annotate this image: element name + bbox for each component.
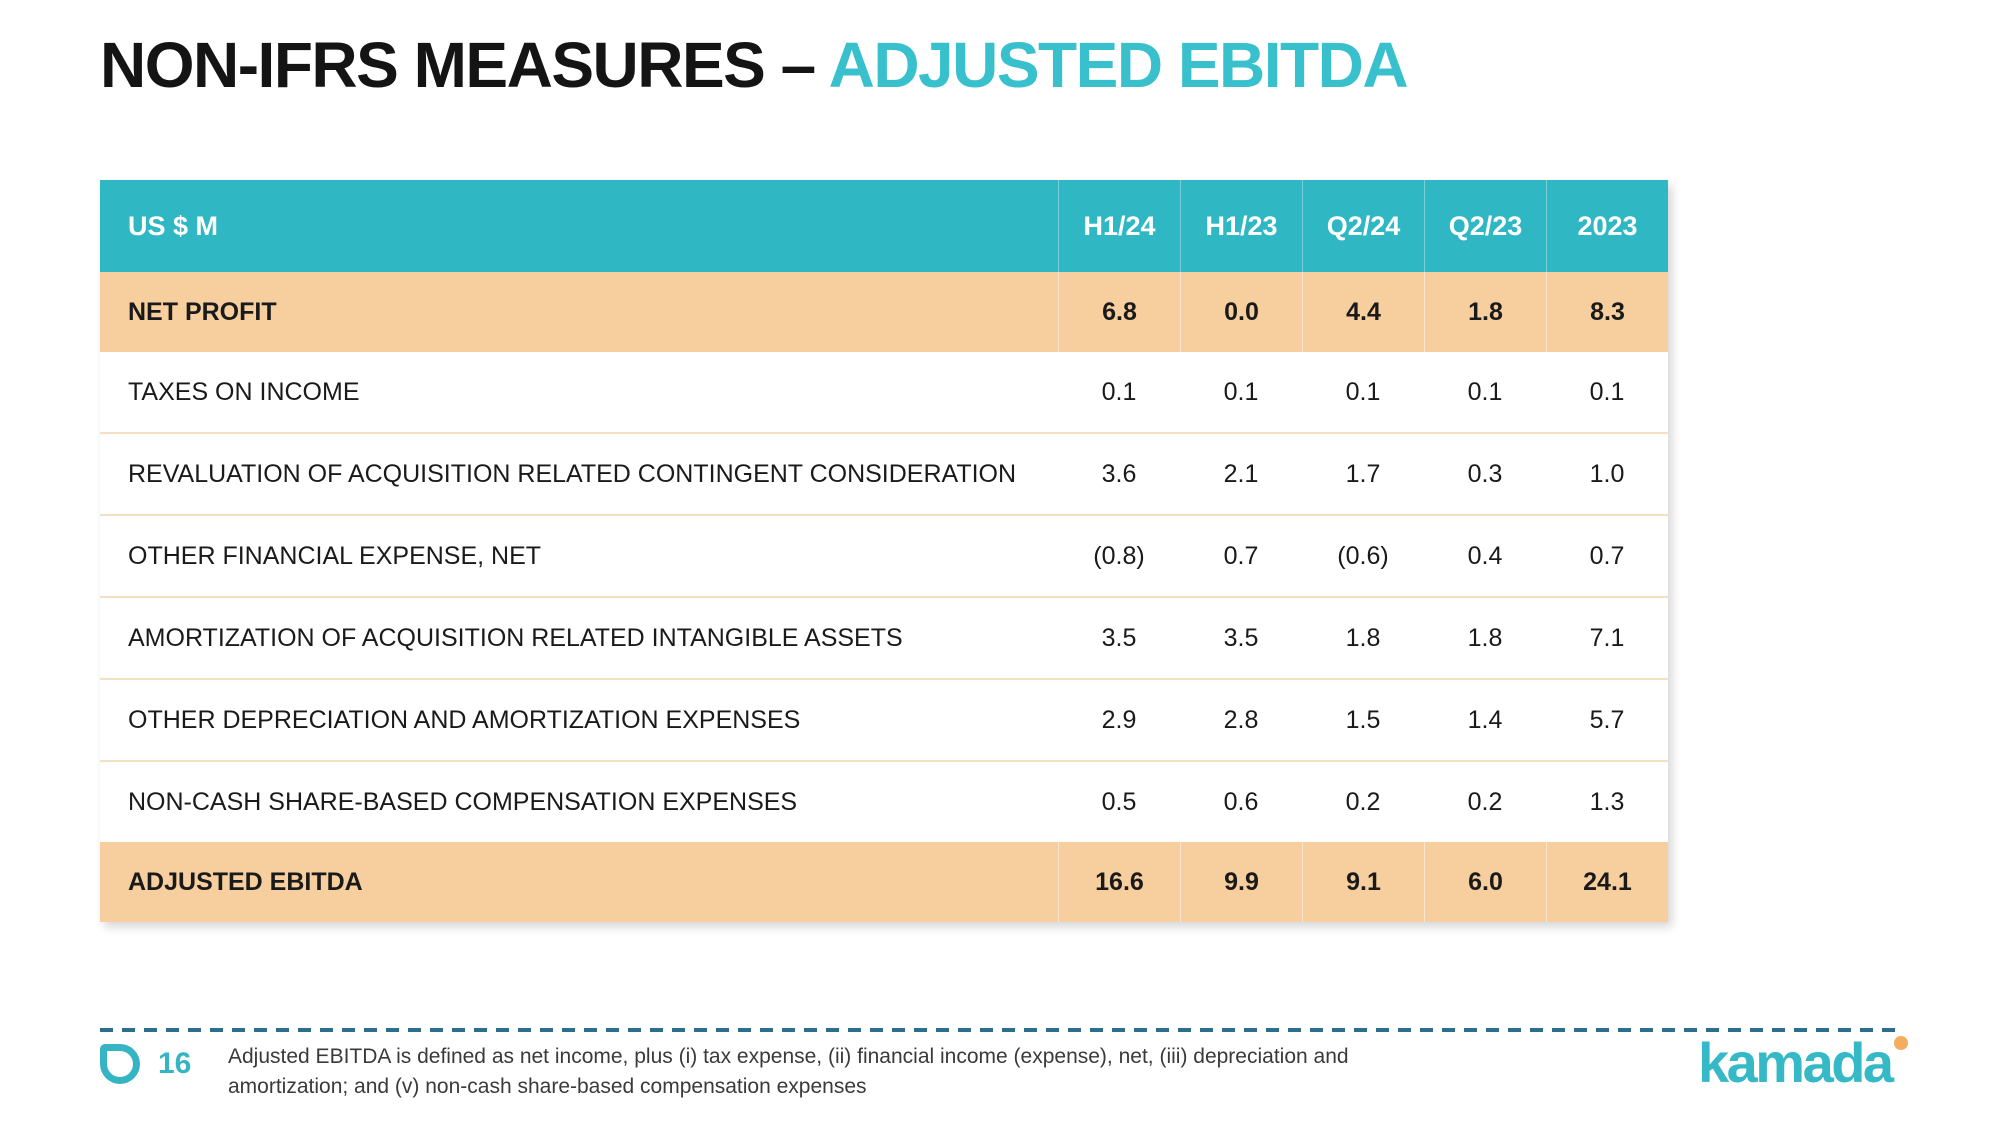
value-cell: 2.9: [1101, 705, 1137, 734]
value-cell: 0.1: [1467, 377, 1503, 406]
row-label: NET PROFIT: [128, 297, 277, 326]
value-cell: 1.4: [1467, 705, 1503, 734]
value-cell: 3.5: [1101, 623, 1137, 652]
table-row: OTHER FINANCIAL EXPENSE, NET (0.8) 0.7 (0.…: [100, 514, 1668, 596]
value-cell: 2.1: [1223, 459, 1259, 488]
value-cell: 3.5: [1223, 623, 1259, 652]
value-cell: 4.4: [1302, 272, 1424, 352]
value-cell: 1.7: [1345, 459, 1381, 488]
footnote-line-1: Adjusted EBITDA is defined as net income…: [228, 1045, 1349, 1068]
value-cell: 0.7: [1223, 541, 1259, 570]
page-marker: 16: [100, 1044, 191, 1084]
footer-divider: [100, 1028, 1900, 1032]
footnote-line-2: amortization; and (v) non-cash share-bas…: [228, 1075, 867, 1098]
page-title: NON-IFRS MEASURES – ADJUSTED EBITDA: [100, 28, 1409, 102]
value-cell: 0.7: [1589, 541, 1625, 570]
row-label: TAXES ON INCOME: [128, 377, 360, 406]
value-cell: 1.3: [1589, 787, 1625, 816]
table-row: NON-CASH SHARE-BASED COMPENSATION EXPENS…: [100, 760, 1668, 842]
value-cell: 8.3: [1546, 272, 1668, 352]
table-row: TAXES ON INCOME 0.1 0.1 0.1 0.1 0.1: [100, 352, 1668, 432]
table-row: AMORTIZATION OF ACQUISITION RELATED INTA…: [100, 596, 1668, 678]
value-cell: 0.4: [1467, 541, 1503, 570]
table-header-row: US $ M H1/24 H1/23 Q2/24 Q2/23 2023: [100, 180, 1668, 272]
value-cell: 6.0: [1424, 842, 1546, 922]
column-header: Q2/24: [1302, 180, 1424, 272]
adjusted-ebitda-table: US $ M H1/24 H1/23 Q2/24 Q2/23 2023 NET PROF…: [100, 180, 1668, 922]
value-cell: 1.8: [1467, 623, 1503, 652]
value-cell: 1.8: [1424, 272, 1546, 352]
value-cell: 24.1: [1546, 842, 1668, 922]
footnote: Adjusted EBITDA is defined as net income…: [228, 1042, 1349, 1102]
value-cell: 0.6: [1223, 787, 1259, 816]
table-row: NET PROFIT 6.8 0.0 4.4 1.8 8.3: [100, 272, 1668, 352]
value-cell: 9.1: [1302, 842, 1424, 922]
value-cell: 6.8: [1058, 272, 1180, 352]
column-header: 2023: [1546, 180, 1668, 272]
row-label: AMORTIZATION OF ACQUISITION RELATED INTA…: [128, 623, 903, 652]
title-highlight: ADJUSTED EBITDA: [828, 29, 1409, 101]
table-row: REVALUATION OF ACQUISITION RELATED CONTI…: [100, 432, 1668, 514]
value-cell: 0.2: [1345, 787, 1381, 816]
row-label: ADJUSTED EBITDA: [128, 867, 363, 896]
value-cell: 7.1: [1589, 623, 1625, 652]
kamada-logo: kamada: [1698, 1030, 1908, 1095]
value-cell: 0.2: [1467, 787, 1503, 816]
value-cell: 0.1: [1345, 377, 1381, 406]
column-header: Q2/23: [1424, 180, 1546, 272]
value-cell: 0.3: [1467, 459, 1503, 488]
value-cell: (0.6): [1337, 541, 1389, 570]
value-cell: 0.5: [1101, 787, 1137, 816]
value-cell: 0.0: [1180, 272, 1302, 352]
value-cell: 1.0: [1589, 459, 1625, 488]
row-label: REVALUATION OF ACQUISITION RELATED CONTI…: [128, 459, 1017, 488]
unit-label: US $ M: [128, 210, 219, 241]
value-cell: 0.1: [1223, 377, 1259, 406]
value-cell: 1.5: [1345, 705, 1381, 734]
page-number: 16: [158, 1047, 192, 1080]
value-cell: 0.1: [1589, 377, 1625, 406]
value-cell: 3.6: [1101, 459, 1137, 488]
orange-dot-icon: [1893, 1036, 1908, 1050]
table-row: OTHER DEPRECIATION AND AMORTIZATION EXPE…: [100, 678, 1668, 760]
table-row: ADJUSTED EBITDA 16.6 9.9 9.1 6.0 24.1: [100, 842, 1668, 922]
kamada-drop-icon: [100, 1044, 140, 1084]
row-label: OTHER FINANCIAL EXPENSE, NET: [128, 541, 542, 570]
value-cell: 5.7: [1589, 705, 1625, 734]
kamada-logo-text: kamada: [1698, 1031, 1894, 1094]
value-cell: 0.1: [1101, 377, 1137, 406]
column-header: H1/23: [1180, 180, 1302, 272]
value-cell: 2.8: [1223, 705, 1259, 734]
title-prefix: NON-IFRS MEASURES –: [100, 29, 829, 101]
value-cell: 9.9: [1180, 842, 1302, 922]
value-cell: 16.6: [1058, 842, 1180, 922]
row-label: OTHER DEPRECIATION AND AMORTIZATION EXPE…: [128, 705, 801, 734]
value-cell: (0.8): [1093, 541, 1145, 570]
column-header: H1/24: [1058, 180, 1180, 272]
value-cell: 1.8: [1345, 623, 1381, 652]
row-label: NON-CASH SHARE-BASED COMPENSATION EXPENS…: [128, 787, 798, 816]
